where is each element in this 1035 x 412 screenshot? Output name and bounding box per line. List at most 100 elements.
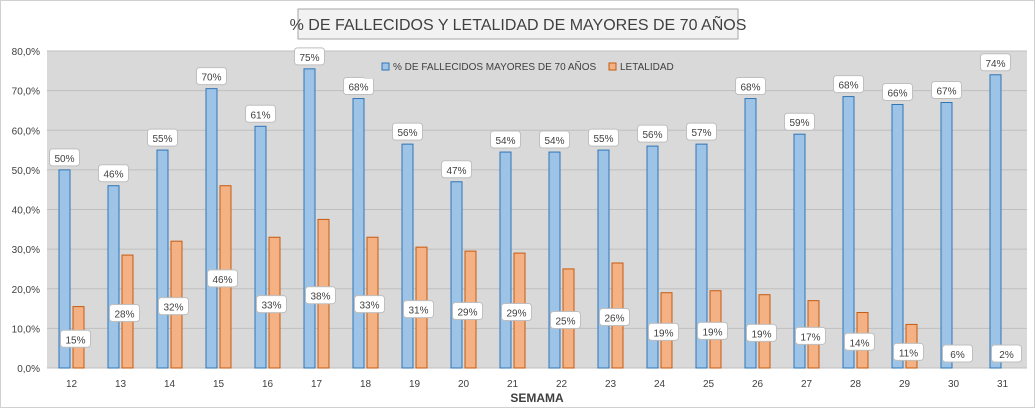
data-label-letalidad: 17%	[800, 332, 820, 343]
y-tick-label: 20,0%	[12, 285, 40, 296]
x-tick-label: 28	[850, 379, 862, 390]
bar-fallecidos	[695, 143, 708, 369]
data-label-box	[343, 77, 374, 96]
legend-box	[364, 55, 694, 79]
bar-fallecidos	[597, 149, 610, 369]
bar-fallecidos	[891, 103, 904, 369]
x-tick-label: 20	[458, 379, 470, 390]
data-label-box	[147, 128, 178, 147]
data-label-fallecidos: 47%	[446, 166, 466, 177]
data-label-letalidad: 46%	[212, 275, 232, 286]
data-label-fallecidos: 50%	[54, 154, 74, 165]
data-label-box	[648, 322, 679, 341]
data-label-letalidad: 19%	[751, 329, 771, 340]
x-tick-label: 14	[164, 379, 176, 390]
data-label-letalidad: 38%	[310, 292, 330, 303]
x-tick-label: 31	[997, 379, 1009, 390]
bar-fallecidos	[303, 68, 316, 369]
data-label-letalidad: 2%	[999, 350, 1014, 361]
data-label-letalidad: 15%	[65, 335, 85, 346]
x-tick-label: 27	[801, 379, 813, 390]
data-label-box	[256, 295, 287, 314]
x-tick-label: 16	[262, 379, 274, 390]
data-label-fallecidos: 57%	[691, 128, 711, 139]
data-label-fallecidos: 68%	[740, 83, 760, 94]
x-axis-title: SEMAMA	[510, 391, 564, 405]
data-label-box	[501, 303, 532, 322]
y-tick-label: 80,0%	[12, 47, 40, 58]
data-label-box	[490, 130, 521, 149]
bar-fallecidos	[401, 143, 414, 369]
data-label-fallecidos: 54%	[544, 136, 564, 147]
data-label-box	[245, 104, 276, 123]
y-tick-label: 0,0%	[17, 364, 40, 375]
data-label-box	[844, 332, 875, 351]
data-label-box	[294, 47, 325, 66]
y-axis-tick-labels: 0,0% 10,0% 20,0% 30,0% 40,0% 50,0% 60,0% 70,0% 8…	[12, 47, 40, 375]
data-label-fallecidos: 46%	[103, 170, 123, 181]
legend-label-letalidad: LETALIDAD	[620, 62, 674, 73]
y-tick-label: 50,0%	[12, 166, 40, 177]
data-label-letalidad: 33%	[261, 301, 281, 312]
data-label-box	[158, 297, 189, 316]
data-label-fallecidos: 67%	[936, 87, 956, 98]
y-tick-label: 10,0%	[12, 324, 40, 335]
x-tick-label: 23	[605, 379, 617, 390]
data-label-box	[550, 310, 581, 329]
data-label-box	[305, 286, 336, 305]
data-label-box	[207, 269, 238, 288]
bar-fallecidos	[989, 74, 1002, 369]
data-label-fallecidos: 56%	[397, 128, 417, 139]
bar-fallecidos	[450, 181, 463, 369]
data-label-box	[980, 53, 1011, 72]
y-tick-label: 40,0%	[12, 206, 40, 217]
x-tick-label: 17	[311, 379, 323, 390]
data-label-fallecidos: 75%	[299, 53, 319, 64]
x-tick-label: 13	[115, 379, 127, 390]
bar-fallecidos	[107, 185, 120, 369]
data-label-fallecidos: 70%	[201, 73, 221, 84]
chart-title: % DE FALLECIDOS Y LETALIDAD DE MAYORES D…	[290, 14, 747, 34]
data-label-fallecidos: 54%	[495, 136, 515, 147]
data-label-box	[686, 122, 717, 141]
title-box	[297, 8, 739, 40]
x-tick-label: 25	[703, 379, 715, 390]
data-label-fallecidos: 68%	[348, 83, 368, 94]
data-label-letalidad: 31%	[408, 306, 428, 317]
data-label-fallecidos: 56%	[642, 130, 662, 141]
bar-fallecidos	[646, 145, 659, 369]
y-tick-label: 60,0%	[12, 126, 40, 137]
bar-fallecidos	[940, 102, 953, 369]
legend-swatch-fallecidos	[381, 62, 390, 71]
data-label-box	[539, 130, 570, 149]
data-label-box	[833, 75, 864, 94]
data-label-letalidad: 25%	[555, 316, 575, 327]
data-label-letalidad: 29%	[506, 309, 526, 320]
data-label-box	[735, 77, 766, 96]
data-label-letalidad: 29%	[457, 308, 477, 319]
data-label-box	[403, 300, 434, 319]
x-axis-tick-labels: 12 13 14 15 16 17 18 19 20 21 22 23 24 25 26 27 28 29 30 31	[66, 379, 1009, 390]
data-label-fallecidos: 55%	[152, 134, 172, 145]
data-label-box	[354, 295, 385, 314]
x-tick-label: 15	[213, 379, 225, 390]
data-label-letalidad: 26%	[604, 313, 624, 324]
x-tick-label: 19	[409, 379, 421, 390]
data-label-box	[196, 67, 227, 86]
bar-fallecidos	[156, 149, 169, 369]
y-tick-label: 70,0%	[12, 87, 40, 98]
x-tick-label: 21	[507, 379, 519, 390]
data-label-box	[60, 329, 91, 348]
data-label-fallecidos: 68%	[838, 81, 858, 92]
data-label-box	[991, 344, 1022, 363]
data-label-letalidad: 14%	[849, 338, 869, 349]
data-label-fallecidos: 61%	[250, 110, 270, 121]
x-tick-label: 22	[556, 379, 568, 390]
data-label-box	[49, 148, 80, 167]
data-label-box	[893, 342, 924, 361]
data-label-letalidad: 32%	[163, 303, 183, 314]
data-label-box	[599, 307, 630, 326]
data-label-box	[98, 164, 129, 183]
